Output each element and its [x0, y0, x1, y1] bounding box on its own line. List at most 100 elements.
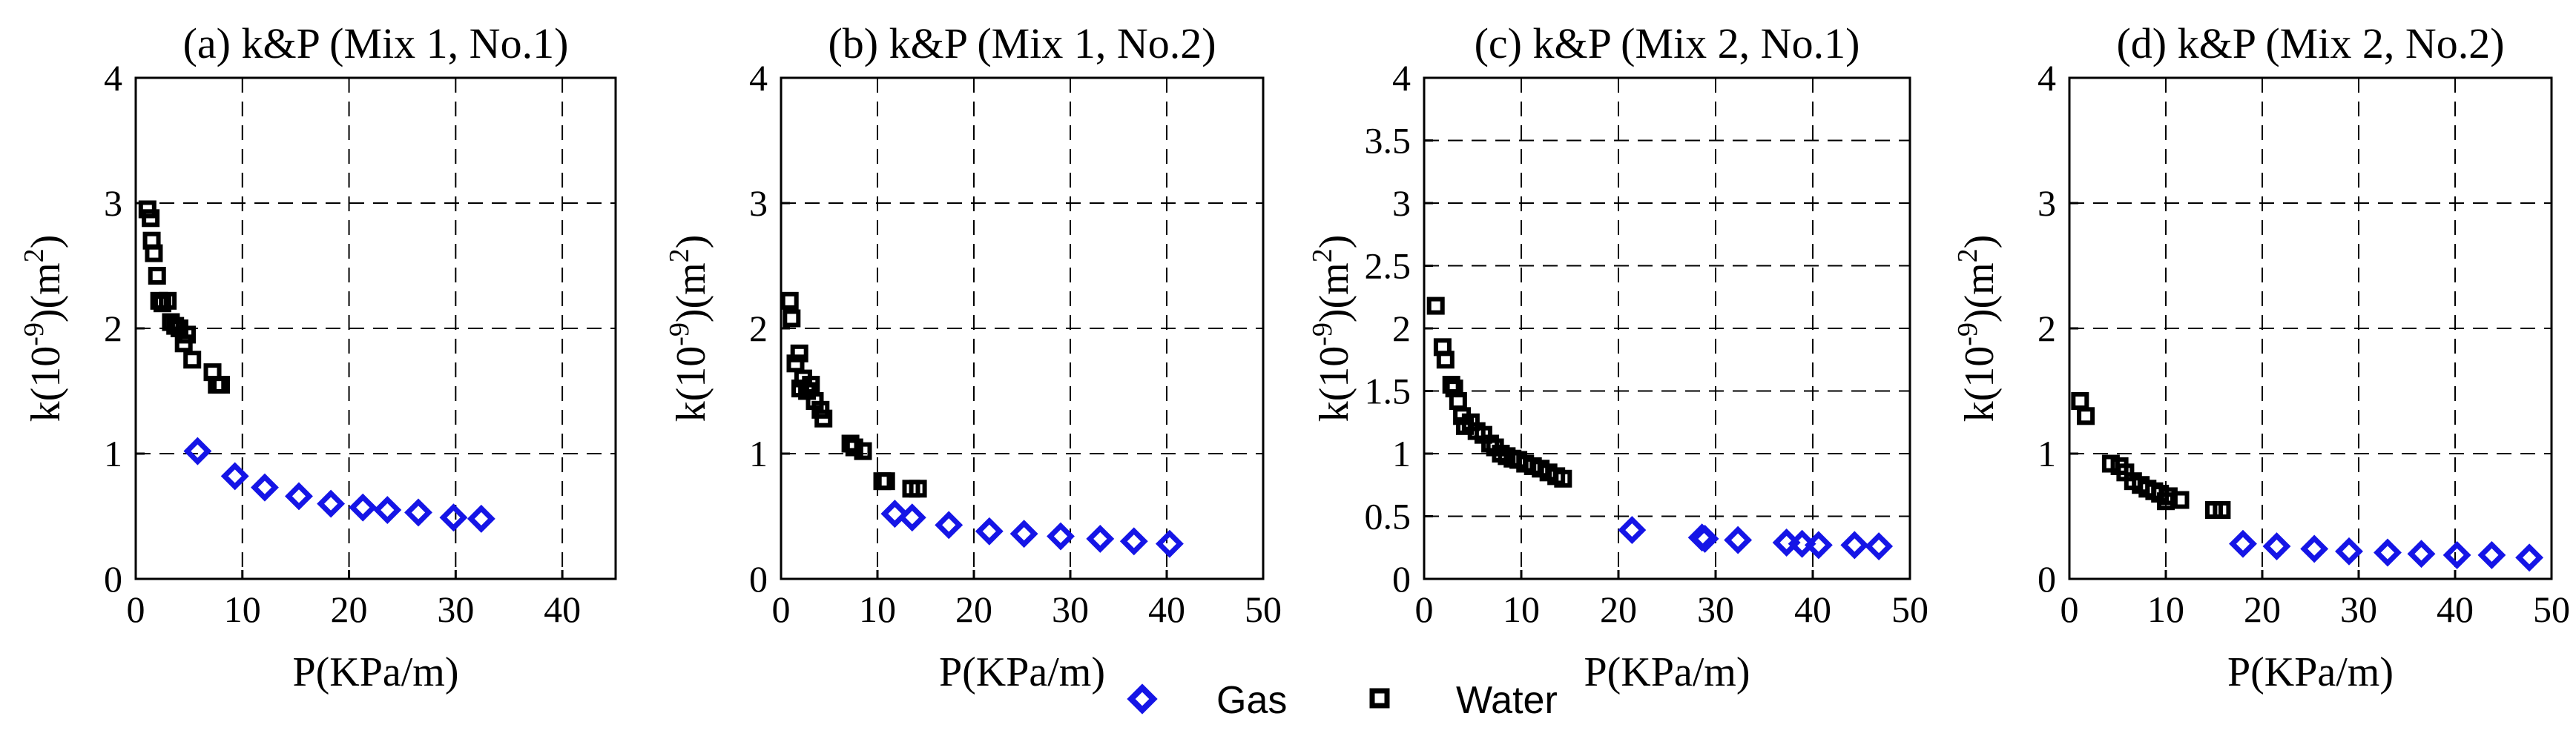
y-axis-label: k(10-9)(m2) — [1952, 235, 2003, 422]
x-tick-label: 10 — [2147, 589, 2184, 630]
water-point — [854, 442, 872, 460]
water-point — [1436, 351, 1455, 369]
x-tick-label: 0 — [772, 589, 791, 630]
y-tick-label: 4 — [749, 57, 768, 99]
y-tick-label: 1 — [1392, 433, 1411, 474]
legend-water-label: Water — [1456, 679, 1558, 722]
water-point — [1442, 376, 1460, 394]
water-point — [1426, 296, 1445, 315]
gas-point — [2229, 529, 2257, 558]
gas-point — [439, 503, 468, 532]
panel-title: (b) k&P (Mix 1, No.2) — [828, 19, 1216, 67]
water-point — [212, 376, 231, 394]
x-tick-label: 10 — [224, 589, 261, 630]
series-water — [2071, 392, 2231, 520]
y-tick-label: 2 — [2038, 308, 2056, 349]
water-point — [183, 351, 202, 369]
gas-point — [2407, 540, 2436, 569]
water-point — [142, 209, 160, 228]
x-tick-label: 10 — [859, 589, 896, 630]
y-tick-label: 3 — [1392, 182, 1411, 224]
water-point — [159, 291, 177, 310]
x-tick-label: 30 — [2340, 589, 2377, 630]
water-point — [790, 344, 808, 362]
y-axis-label: k(10-9)(m2) — [1307, 235, 1357, 422]
y-tick-label: 2 — [104, 308, 122, 349]
series-water — [1426, 296, 1572, 488]
y-tick-label: 0 — [749, 558, 768, 600]
legend-gas-marker — [1127, 683, 1158, 715]
y-tick-label: 3.5 — [1365, 120, 1411, 162]
gas-point — [1009, 520, 1038, 549]
gas-point — [220, 462, 249, 491]
gas-point — [1047, 522, 1075, 551]
y-tick-label: 2.5 — [1365, 245, 1411, 287]
gas-point — [975, 517, 1004, 546]
gas-point — [285, 482, 313, 511]
y-tick-label: 0 — [1392, 558, 1411, 600]
gas-point — [1865, 532, 1894, 561]
y-tick-label: 3 — [2038, 182, 2056, 224]
x-axis-label: P(KPa/m) — [2227, 649, 2394, 695]
gas-point — [1840, 531, 1869, 560]
gas-point — [2335, 537, 2363, 566]
x-axis-label: P(KPa/m) — [293, 649, 459, 695]
x-tick-label: 20 — [1600, 589, 1637, 630]
water-point — [909, 480, 927, 498]
gas-point — [1788, 529, 1816, 558]
gas-point — [183, 437, 212, 465]
water-point — [145, 244, 163, 262]
series-gas — [880, 500, 1184, 558]
y-tick-label: 0.5 — [1365, 496, 1411, 537]
gas-point — [317, 489, 346, 518]
y-tick-label: 0 — [104, 558, 122, 600]
y-axis-label: k(10-9)(m2) — [19, 235, 69, 422]
x-tick-label: 20 — [2244, 589, 2281, 630]
water-point — [780, 291, 799, 310]
series-water — [138, 200, 231, 394]
y-tick-label: 1.5 — [1365, 371, 1411, 412]
water-point — [178, 325, 197, 344]
x-tick-label: 0 — [127, 589, 145, 630]
chart-panel-2: 0 10 20 30 40 50 0 1 2 3 4 (b) k&P (Mix 1, No.2) P(K… — [664, 19, 1282, 695]
series-gas — [1618, 516, 1894, 561]
x-tick-label: 40 — [1148, 589, 1185, 630]
series-gas — [2229, 529, 2544, 572]
panel-title: (a) k&P (Mix 1, No.1) — [183, 19, 569, 67]
panel-title: (d) k&P (Mix 2, No.2) — [2116, 19, 2504, 67]
chart-panel-4: 0 10 20 30 40 50 0 1 2 3 4 (d) k&P (Mix 2, No.2) P(K… — [1952, 19, 2570, 695]
gas-point — [349, 493, 378, 522]
y-tick-label: 2 — [1392, 308, 1411, 349]
water-point — [2071, 392, 2089, 411]
y-tick-label: 1 — [749, 433, 768, 474]
y-tick-label: 4 — [104, 57, 122, 99]
x-tick-label: 20 — [331, 589, 368, 630]
water-point — [2077, 407, 2095, 425]
gas-point — [2442, 540, 2471, 569]
legend-gas-label: Gas — [1216, 679, 1287, 722]
water-point — [802, 376, 820, 394]
water-point — [783, 309, 801, 328]
y-tick-label: 3 — [104, 182, 122, 224]
water-point — [1554, 469, 1572, 488]
y-tick-label: 3 — [749, 182, 768, 224]
series-water — [780, 291, 927, 498]
water-point — [1449, 392, 1467, 411]
y-tick-label: 1 — [2038, 433, 2056, 474]
water-point — [2171, 491, 2190, 509]
y-tick-label: 0 — [2038, 558, 2056, 600]
x-tick-label: 30 — [437, 589, 474, 630]
x-tick-label: 30 — [1052, 589, 1089, 630]
x-axis-label: P(KPa/m) — [1584, 649, 1750, 695]
y-axis-label: k(10-9)(m2) — [664, 235, 714, 422]
gas-point — [373, 496, 402, 524]
x-tick-label: 10 — [1503, 589, 1540, 630]
x-tick-label: 50 — [2533, 589, 2570, 630]
chart-panel-1: 0 10 20 30 40 0 1 2 3 4 (a) k&P (Mix 1, No.1) P(KPa… — [19, 19, 617, 695]
gas-point — [2515, 543, 2544, 572]
x-tick-label: 50 — [1245, 589, 1282, 630]
chart-panel-3: 0 10 20 30 40 50 0 0.5 1 1.5 2 2.5 3 3.5 4 (c) k&P (Mix… — [1307, 19, 1928, 695]
gas-point — [880, 500, 909, 528]
